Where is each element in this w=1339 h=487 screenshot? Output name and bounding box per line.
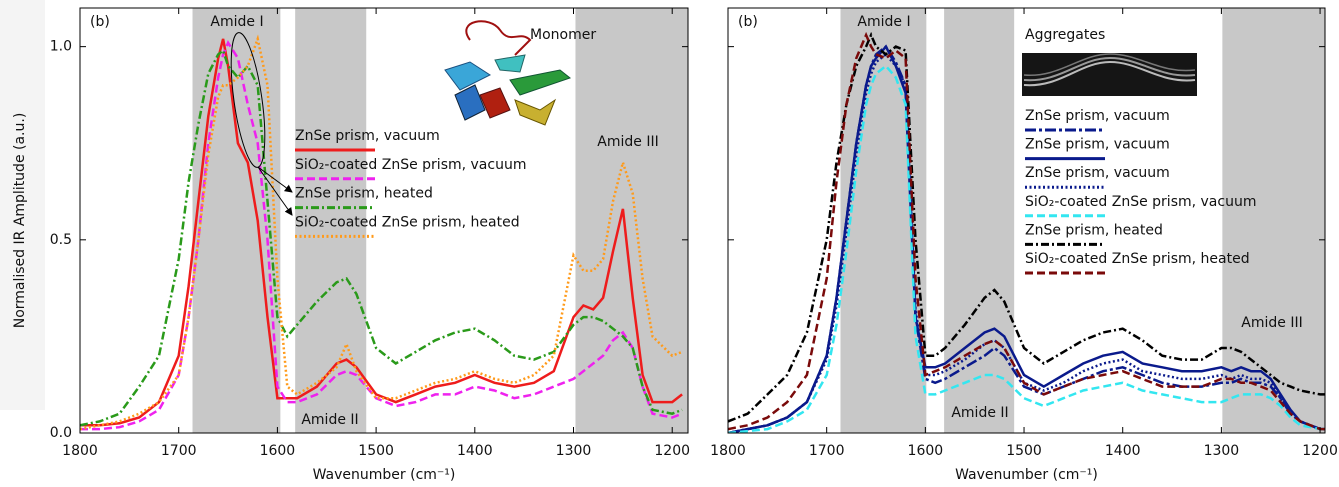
x-tick-label: 1800: [62, 443, 98, 459]
series-line: [728, 31, 1325, 423]
y-tick-label: 1.0: [50, 39, 72, 55]
x-tick-label: 1700: [809, 443, 845, 459]
shaded-band: [1222, 8, 1325, 433]
x-tick-label: 1600: [260, 443, 296, 459]
y-axis-label: Normalised IR Amplitude (a.u.): [12, 113, 28, 329]
series-line: [80, 34, 683, 431]
y-tick-label: 0.0: [50, 425, 72, 441]
arrow: [257, 166, 293, 216]
annotation: Amide III: [1241, 315, 1302, 331]
x-tick-label: 1600: [908, 443, 944, 459]
highlight-ellipse: [230, 32, 266, 168]
annotation: (b): [90, 14, 110, 30]
shaded-band: [575, 8, 688, 433]
x-axis-label: Wavenumber (cm⁻¹): [313, 467, 456, 483]
x-tick-label: 1800: [710, 443, 746, 459]
legend-label: SiO₂-coated ZnSe prism, vacuum: [295, 157, 526, 173]
arrow: [257, 166, 293, 193]
series-line: [80, 48, 683, 427]
label-backdrop: [0, 0, 45, 410]
legend-label: ZnSe prism, vacuum: [295, 128, 440, 144]
legend-label: ZnSe prism, heated: [295, 186, 433, 202]
series-line: [728, 31, 1325, 431]
annotation: Amide I: [210, 14, 263, 30]
legend-label: ZnSe prism, vacuum: [1025, 137, 1170, 153]
legend-label: ZnSe prism, heated: [1025, 222, 1163, 238]
plot-frame: [79, 7, 689, 434]
x-axis-label: Wavenumber (cm⁻¹): [955, 467, 1098, 483]
legend-label: ZnSe prism, vacuum: [1025, 108, 1170, 124]
series-line: [80, 40, 683, 431]
x-tick-label: 1300: [556, 443, 592, 459]
x-tick-label: 1200: [1302, 443, 1338, 459]
x-tick-label: 1400: [1105, 443, 1141, 459]
x-tick-label: 1200: [654, 443, 690, 459]
series-group: [728, 31, 1325, 433]
legend-label: SiO₂-coated ZnSe prism, vacuum: [1025, 194, 1256, 210]
shaded-band: [944, 8, 1015, 433]
shaded-band: [192, 8, 281, 433]
annotation: Monomer: [530, 27, 596, 43]
series-line: [728, 44, 1325, 433]
aggregates-image: [1022, 53, 1197, 96]
x-tick-label: 1700: [161, 443, 197, 459]
monomer-image: [444, 20, 572, 126]
x-tick-label: 1500: [358, 443, 394, 459]
series-line: [728, 64, 1325, 433]
plots: ZnSe prism, vacuum SiO₂-coated ZnSe prism…: [12, 7, 1338, 483]
legend-label: SiO₂-coated ZnSe prism, heated: [295, 214, 520, 230]
annotation: Aggregates: [1025, 27, 1105, 43]
annotation: Amide I: [857, 14, 910, 30]
plot-frame: [727, 7, 1326, 434]
annotation: Amide II: [951, 405, 1008, 421]
legend-label: ZnSe prism, vacuum: [1025, 165, 1170, 181]
annotation: Amide III: [597, 134, 658, 150]
series-line: [80, 38, 683, 427]
series-group: [80, 34, 683, 431]
x-tick-label: 1400: [457, 443, 493, 459]
annotation: Amide II: [301, 412, 358, 428]
x-tick-label: 1500: [1006, 443, 1042, 459]
annotation: (b): [738, 14, 758, 30]
legend-label: SiO₂-coated ZnSe prism, heated: [1025, 251, 1250, 267]
y-tick-label: 0.5: [50, 232, 72, 248]
x-tick-label: 1300: [1204, 443, 1240, 459]
